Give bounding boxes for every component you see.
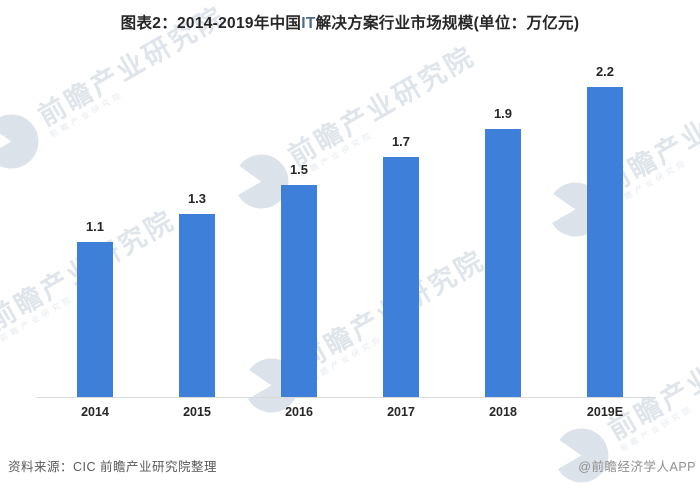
bar-value-label: 1.3 [187,191,207,206]
bar-value-label: 2.2 [595,64,615,79]
source-note: 资料来源：CIC 前瞻产业研究院整理 [8,460,218,474]
chart-title-part2: 解决方案行业市场规模(单位：万亿元) [315,15,580,32]
bar-value-label: 1.7 [391,134,411,149]
bar-value-label: 1.9 [493,106,513,121]
x-tick-label: 2016 [285,405,313,419]
x-tick-label: 2018 [489,405,517,419]
plot-area: 1.1 2014 1.3 2015 1.5 2016 1.7 2017 1.9 2018 2.2 20… [37,60,655,419]
x-tick-label: 2014 [81,405,109,419]
bar-2015 [179,214,215,397]
chart-title-part1: 图表2：2014-2019年中国 [120,15,302,32]
chart-title-highlight: IT [301,15,316,32]
bar-value-label: 1.1 [85,219,105,234]
chart-title: 图表2：2014-2019年中国IT解决方案行业市场规模(单位：万亿元) [0,11,700,33]
x-tick-label: 2017 [387,405,415,419]
bar-value-label: 1.5 [289,162,309,177]
bar-2018 [485,129,521,397]
bar-2019E [587,87,623,397]
bar-2017 [383,157,419,397]
bar-2014 [77,242,113,397]
bar-2016 [281,185,317,397]
credit-note: @前瞻经济学人APP [578,460,696,474]
x-tick-label: 2015 [183,405,211,419]
x-tick-label: 2019E [586,405,624,419]
